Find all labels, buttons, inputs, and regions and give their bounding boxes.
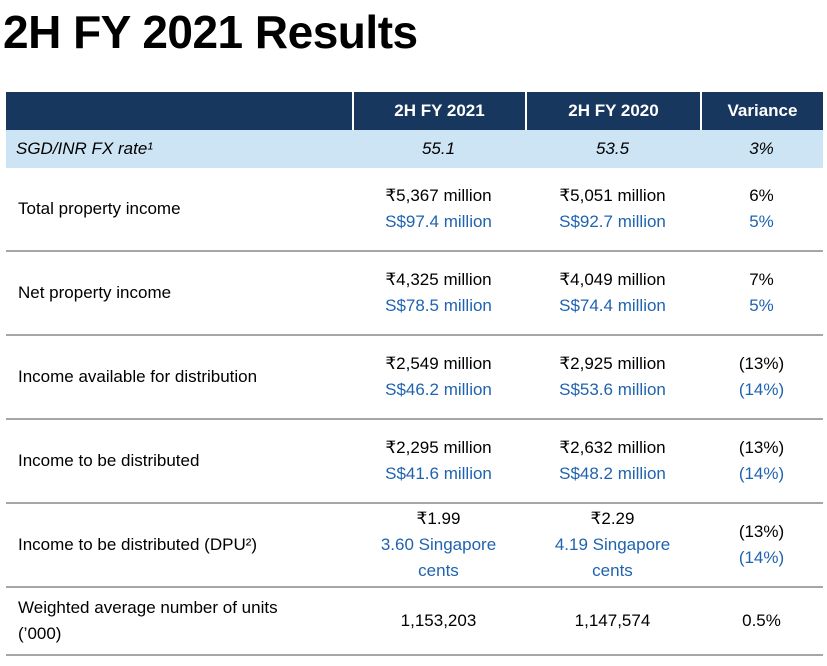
table-row-net-property-income: Net property income ₹4,325 million S$78.… xyxy=(6,252,823,336)
value-2021-sgd: 3.60 Singapore cents xyxy=(380,535,497,580)
value-2021-sgd: S$78.5 million xyxy=(385,296,492,315)
value-2020-sgd: S$53.6 million xyxy=(559,380,666,399)
fx-rate-variance: 3% xyxy=(749,139,774,158)
table-header-row: 2H FY 2021 2H FY 2020 Variance xyxy=(6,92,823,130)
value-2021-sgd: S$46.2 million xyxy=(385,380,492,399)
value-2021-inr: ₹4,325 million xyxy=(385,270,492,289)
value-2021-inr: ₹2,549 million xyxy=(385,354,492,373)
value-2021: 1,153,203 xyxy=(400,611,477,630)
variance-inr: (13%) xyxy=(738,354,785,373)
variance-sgd: 5% xyxy=(749,296,774,315)
variance-inr: (13%) xyxy=(738,438,785,457)
row-label: Income to be distributed xyxy=(18,451,200,470)
value-2021-inr: ₹5,367 million xyxy=(385,186,492,205)
results-table: 2H FY 2021 2H FY 2020 Variance SGD/INR F… xyxy=(6,92,823,656)
col-header-variance: Variance xyxy=(700,92,823,130)
row-label: Total property income xyxy=(18,199,181,218)
variance-sgd: (14%) xyxy=(738,548,785,567)
table-row-total-property-income: Total property income ₹5,367 million S$9… xyxy=(6,168,823,252)
col-header-2h-fy-2020: 2H FY 2020 xyxy=(525,92,700,130)
value-2020-sgd: S$74.4 million xyxy=(559,296,666,315)
value-2020-inr: ₹2.29 xyxy=(590,509,635,528)
row-label: Weighted average number of units (’000) xyxy=(18,598,278,643)
row-label-fx-rate: SGD/INR FX rate¹ xyxy=(16,139,153,158)
variance-sgd: (14%) xyxy=(738,464,785,483)
variance-sgd: (14%) xyxy=(738,380,785,399)
value-2021-sgd: S$41.6 million xyxy=(385,464,492,483)
value-2020-inr: ₹5,051 million xyxy=(559,186,666,205)
table-row-income-available-for-distribution: Income available for distribution ₹2,549… xyxy=(6,336,823,420)
value-2020-sgd: S$48.2 million xyxy=(559,464,666,483)
variance: 0.5% xyxy=(742,611,781,630)
value-2021-inr: ₹2,295 million xyxy=(385,438,492,457)
value-2021-sgd: S$97.4 million xyxy=(385,212,492,231)
slide: 2H FY 2021 Results 2H FY 2021 2H FY 2020… xyxy=(0,4,827,666)
value-2020: 1,147,574 xyxy=(574,611,651,630)
variance-inr: (13%) xyxy=(738,522,785,541)
table-row-fx-rate: SGD/INR FX rate¹ 55.1 53.5 3% xyxy=(6,130,823,168)
value-2020-inr: ₹4,049 million xyxy=(559,270,666,289)
row-label: Income available for distribution xyxy=(18,367,258,386)
page-title: 2H FY 2021 Results xyxy=(3,6,418,58)
value-2020-sgd: S$92.7 million xyxy=(559,212,666,231)
fx-rate-2020: 53.5 xyxy=(595,139,630,158)
value-2021-inr: ₹1.99 xyxy=(416,509,461,528)
value-2020-inr: ₹2,632 million xyxy=(559,438,666,457)
table-row-income-to-be-distributed: Income to be distributed ₹2,295 million … xyxy=(6,420,823,504)
variance-sgd: 5% xyxy=(749,212,774,231)
fx-rate-2021: 55.1 xyxy=(421,139,456,158)
row-label: Income to be distributed (DPU²) xyxy=(18,535,258,554)
value-2020-inr: ₹2,925 million xyxy=(559,354,666,373)
value-2020-sgd: 4.19 Singapore cents xyxy=(554,535,671,580)
variance-inr: 7% xyxy=(749,270,774,289)
col-header-blank xyxy=(6,92,352,130)
variance-inr: 6% xyxy=(749,186,774,205)
table-row-weighted-average-units: Weighted average number of units (’000) … xyxy=(6,588,823,656)
table-row-income-to-be-distributed-dpu: Income to be distributed (DPU²) ₹1.99 3.… xyxy=(6,504,823,588)
row-label: Net property income xyxy=(18,283,172,302)
col-header-2h-fy-2021: 2H FY 2021 xyxy=(352,92,525,130)
